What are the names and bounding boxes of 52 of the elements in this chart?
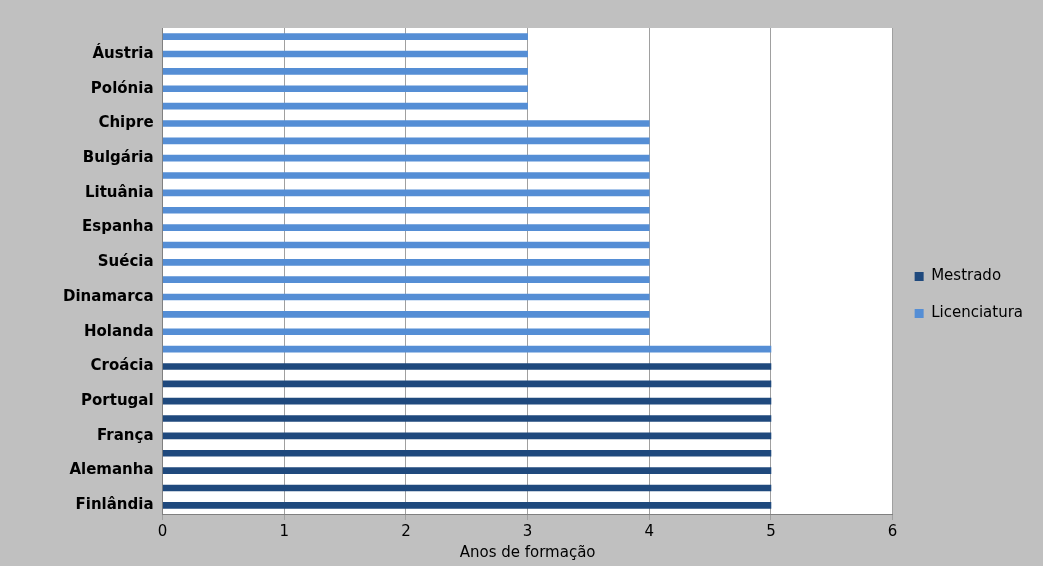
bar <box>162 154 650 162</box>
y-tick-label: Holanda <box>83 321 154 340</box>
x-tick-label: 4 <box>644 521 655 540</box>
bar <box>162 102 528 110</box>
y-tick-label: Polónia <box>90 78 154 97</box>
y-tick-label: Espanha <box>82 217 154 236</box>
bar <box>162 189 650 197</box>
x-tick-label: 5 <box>766 521 776 540</box>
x-tick-label: 1 <box>279 521 290 540</box>
legend-label: Licenciatura <box>931 303 1024 322</box>
bar <box>162 50 528 58</box>
bar <box>162 33 528 41</box>
bar <box>162 501 772 509</box>
bar <box>162 432 772 440</box>
bar <box>162 172 650 179</box>
x-axis-title: Anos de formação <box>459 542 596 561</box>
y-tick-label: França <box>97 425 154 444</box>
bar <box>162 467 772 474</box>
bar <box>162 415 772 422</box>
bar <box>162 311 650 318</box>
y-tick-label: Croácia <box>90 356 154 375</box>
bar <box>162 380 772 388</box>
x-tick-label: 0 <box>157 521 168 540</box>
bar <box>162 120 650 127</box>
bar <box>162 68 528 75</box>
y-tick-label: Áustria <box>92 42 154 62</box>
bar <box>162 276 650 284</box>
y-tick-label: Finlândia <box>75 495 154 514</box>
y-tick-label: Dinamarca <box>62 286 154 305</box>
bar <box>162 85 528 93</box>
y-tick-label: Bulgária <box>82 148 154 167</box>
y-tick-label: Portugal <box>81 391 154 410</box>
y-tick-label: Lituânia <box>84 182 154 201</box>
bar <box>162 345 772 353</box>
bar <box>162 363 772 370</box>
bar <box>162 328 650 336</box>
x-tick-label: 2 <box>401 521 411 540</box>
bar <box>162 484 772 492</box>
bar <box>162 449 772 457</box>
bar <box>162 293 650 301</box>
y-tick-label: Alemanha <box>69 460 154 479</box>
legend-label: Mestrado <box>931 266 1002 285</box>
bar <box>162 258 650 266</box>
x-tick-label: 6 <box>887 521 898 540</box>
y-tick-label: Suécia <box>97 252 154 271</box>
bar <box>162 397 772 405</box>
bar <box>162 241 650 249</box>
x-tick-label: 3 <box>522 521 533 540</box>
bar <box>162 137 650 145</box>
bar <box>162 206 650 214</box>
bar <box>162 224 650 231</box>
y-tick-label: Chipre <box>98 113 154 132</box>
